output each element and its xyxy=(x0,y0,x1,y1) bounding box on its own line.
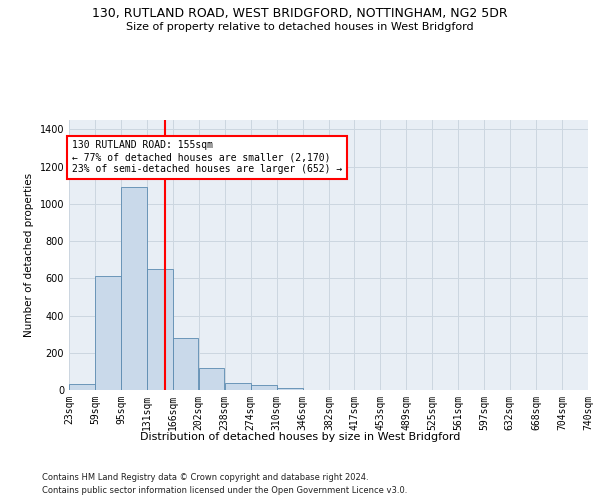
Bar xyxy=(148,269,173,390)
Bar xyxy=(69,384,95,390)
Bar xyxy=(225,382,251,390)
Text: 130 RUTLAND ROAD: 155sqm
← 77% of detached houses are smaller (2,170)
23% of sem: 130 RUTLAND ROAD: 155sqm ← 77% of detach… xyxy=(72,140,342,173)
Bar xyxy=(251,386,277,390)
Text: Size of property relative to detached houses in West Bridgford: Size of property relative to detached ho… xyxy=(126,22,474,32)
Text: Contains public sector information licensed under the Open Government Licence v3: Contains public sector information licen… xyxy=(42,486,407,495)
Text: 130, RUTLAND ROAD, WEST BRIDGFORD, NOTTINGHAM, NG2 5DR: 130, RUTLAND ROAD, WEST BRIDGFORD, NOTTI… xyxy=(92,8,508,20)
Bar xyxy=(95,276,121,390)
Bar xyxy=(277,388,302,390)
Y-axis label: Number of detached properties: Number of detached properties xyxy=(24,173,34,337)
Bar xyxy=(173,338,199,390)
Text: Contains HM Land Registry data © Crown copyright and database right 2024.: Contains HM Land Registry data © Crown c… xyxy=(42,472,368,482)
Text: Distribution of detached houses by size in West Bridgford: Distribution of detached houses by size … xyxy=(140,432,460,442)
Bar xyxy=(199,368,224,390)
Bar xyxy=(121,187,147,390)
